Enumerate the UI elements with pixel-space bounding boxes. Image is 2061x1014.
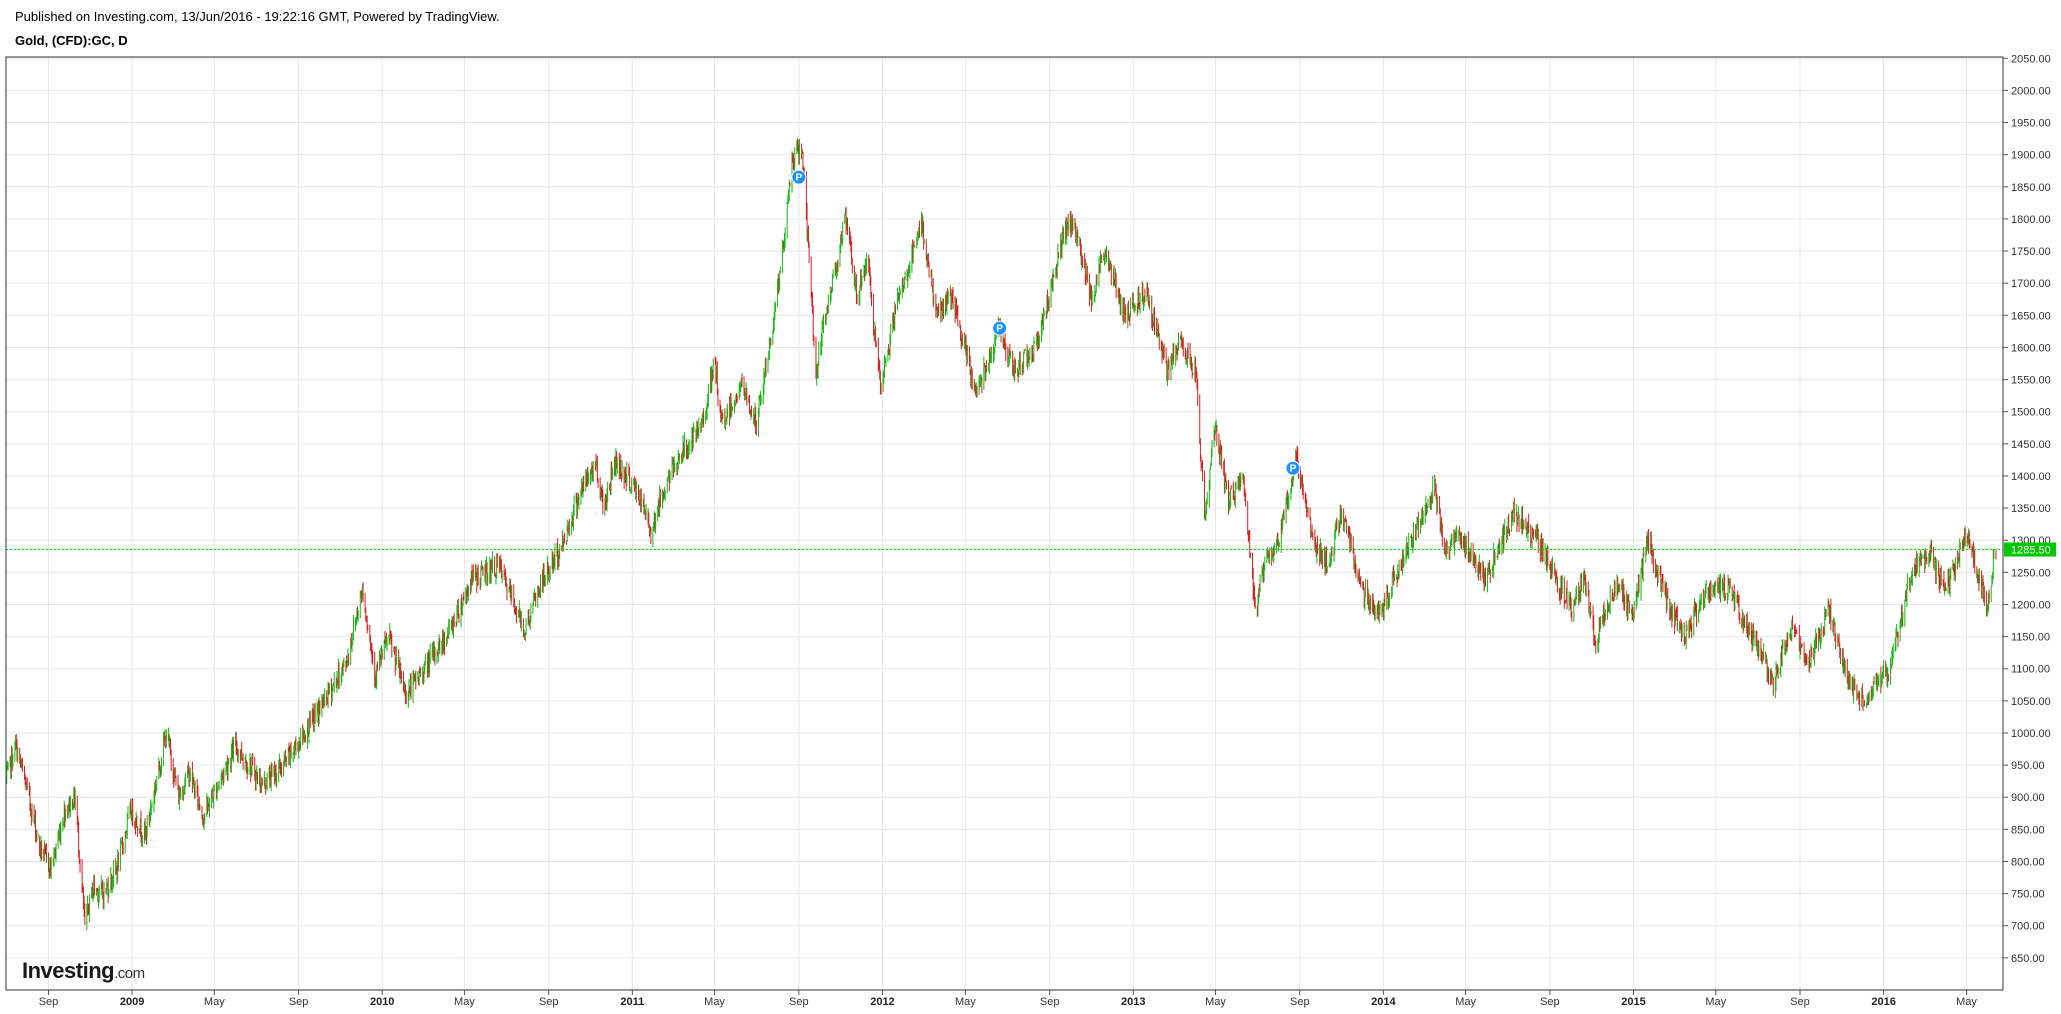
x-tick-label: Sep	[539, 996, 559, 1008]
y-tick-label: 1000.00	[2011, 728, 2051, 740]
y-tick-label: 950.00	[2011, 760, 2045, 772]
y-tick-label: 850.00	[2011, 824, 2045, 836]
x-tick-label: 2013	[1121, 996, 1145, 1008]
x-tick-label: Sep	[1540, 996, 1560, 1008]
investing-logo[interactable]: Investing.com	[22, 958, 145, 984]
y-tick-label: 1650.00	[2011, 310, 2051, 322]
y-tick-label: 2000.00	[2011, 85, 2051, 97]
logo-brand: Investing	[22, 958, 115, 983]
y-tick-label: 1850.00	[2011, 182, 2051, 194]
y-tick-label: 650.00	[2011, 953, 2045, 965]
y-tick-label: 1600.00	[2011, 342, 2051, 354]
x-tick-label: 2010	[370, 996, 394, 1008]
x-tick-label: May	[704, 996, 725, 1008]
x-tick-label: Sep	[1290, 996, 1310, 1008]
x-tick-label: 2012	[870, 996, 894, 1008]
y-tick-label: 1100.00	[2011, 664, 2050, 676]
y-tick-label: 1900.00	[2011, 150, 2051, 162]
y-tick-label: 800.00	[2011, 856, 2045, 868]
x-tick-label: May	[204, 996, 225, 1008]
x-tick-label: 2011	[620, 996, 644, 1008]
y-tick-label: 1550.00	[2011, 375, 2051, 387]
x-tick-label: Sep	[289, 996, 309, 1008]
event-marker[interactable]	[992, 320, 1008, 336]
y-tick-label: 1950.00	[2011, 118, 2051, 130]
event-marker-label: P	[1290, 464, 1297, 475]
y-tick-label: 1150.00	[2011, 632, 2050, 644]
time-axis[interactable]: Sep 2009 May Sep 2010 May Sep 2011 May Sep 2012 May…	[39, 990, 1978, 1008]
y-tick-label: 1250.00	[2011, 567, 2051, 579]
x-tick-label: 2016	[1871, 996, 1895, 1008]
x-tick-label: Sep	[1040, 996, 1060, 1008]
ohlc-bars	[5, 138, 1997, 930]
y-tick-label: 2050.00	[2011, 53, 2051, 65]
event-marker[interactable]	[1285, 460, 1301, 476]
y-tick-label: 1450.00	[2011, 439, 2051, 451]
y-tick-label: 1800.00	[2011, 214, 2051, 226]
current-price-badge: 1285.50	[2004, 542, 2056, 557]
x-tick-label: 2009	[120, 996, 144, 1008]
x-tick-label: Sep	[39, 996, 59, 1008]
y-tick-label: 1350.00	[2011, 503, 2051, 515]
x-tick-label: May	[1956, 996, 1977, 1008]
event-markers: P P P	[791, 169, 1301, 476]
grid	[6, 57, 2003, 990]
x-tick-label: 2014	[1371, 996, 1396, 1008]
event-marker-label: P	[996, 324, 1003, 335]
logo-suffix: .com	[114, 965, 145, 982]
symbol-title: Gold, (CFD):GC, D	[15, 33, 128, 48]
price-axis[interactable]: 650.00 700.00 750.00 800.00 850.00 900.00 950.…	[2003, 53, 2051, 965]
event-marker[interactable]	[791, 169, 807, 185]
y-tick-label: 1750.00	[2011, 246, 2051, 258]
y-tick-label: 700.00	[2011, 921, 2045, 933]
x-tick-label: May	[1455, 996, 1476, 1008]
x-tick-label: May	[955, 996, 976, 1008]
x-tick-label: 2015	[1621, 996, 1645, 1008]
x-tick-label: Sep	[1790, 996, 1810, 1008]
x-tick-label: May	[1705, 996, 1726, 1008]
x-tick-label: May	[1205, 996, 1226, 1008]
event-marker-label: P	[796, 173, 803, 184]
current-price-label: 1285.50	[2011, 545, 2051, 557]
y-tick-label: 1500.00	[2011, 407, 2051, 419]
y-tick-label: 1200.00	[2011, 599, 2051, 611]
x-tick-label: May	[454, 996, 475, 1008]
y-tick-label: 1050.00	[2011, 696, 2051, 708]
y-tick-label: 1400.00	[2011, 471, 2051, 483]
price-badge-bg	[2004, 542, 2056, 557]
y-tick-label: 1700.00	[2011, 278, 2051, 290]
y-tick-label: 900.00	[2011, 792, 2045, 804]
x-tick-label: Sep	[789, 996, 809, 1008]
published-caption: Published on Investing.com, 13/Jun/2016 …	[15, 9, 500, 24]
y-tick-label: 750.00	[2011, 889, 2045, 901]
plot-frame	[5, 56, 2004, 991]
